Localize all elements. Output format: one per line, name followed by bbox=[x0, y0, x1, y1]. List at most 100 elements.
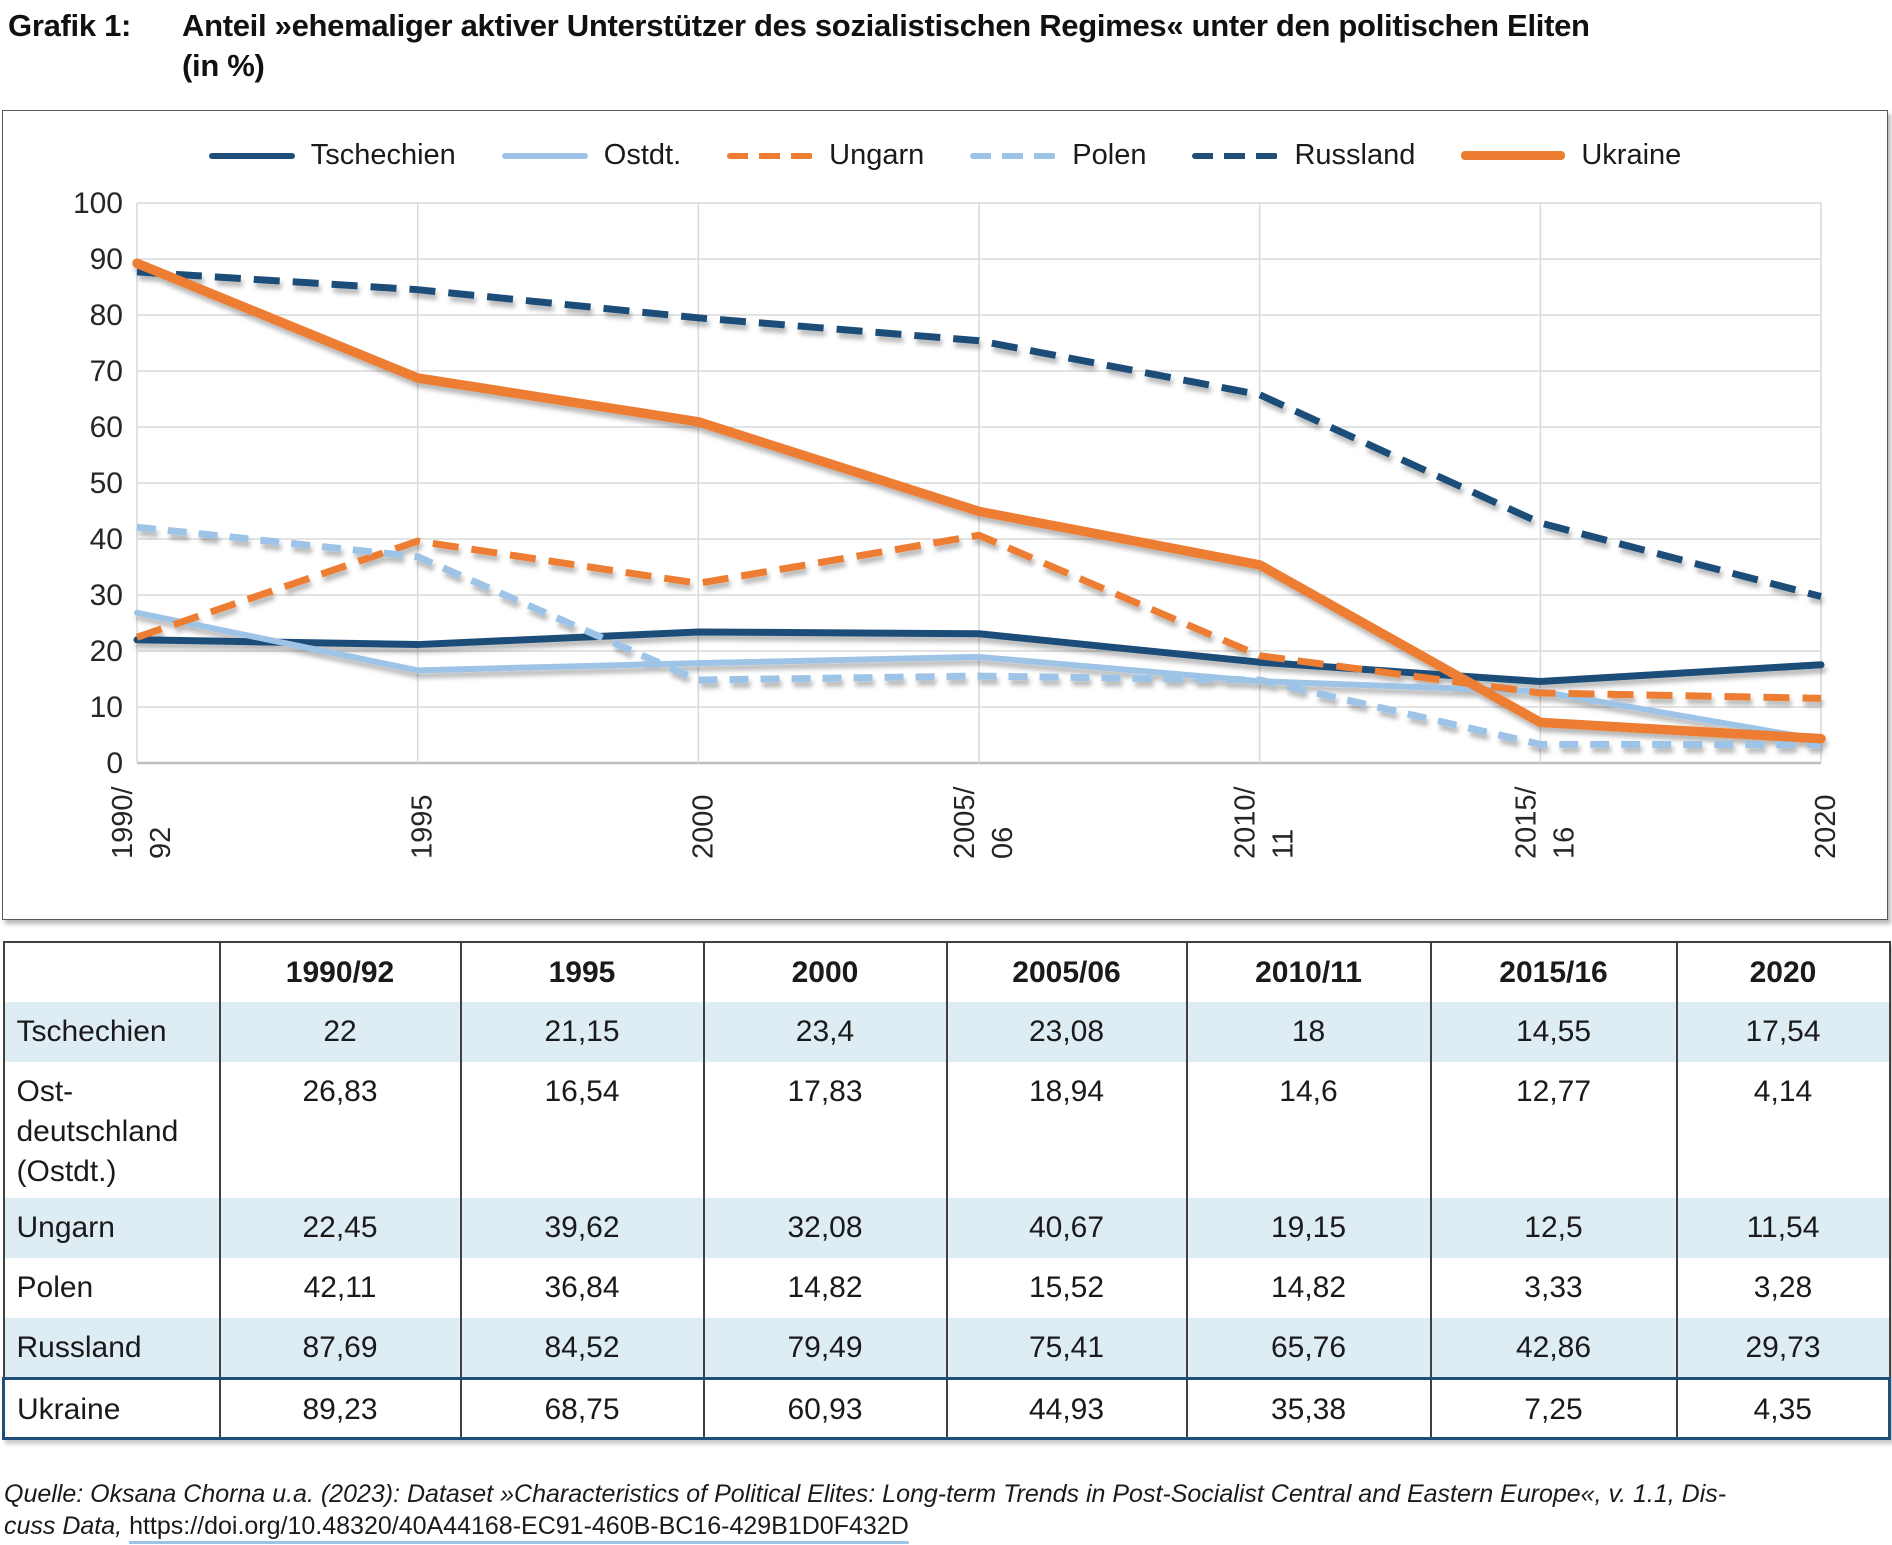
table-cell: 84,52 bbox=[460, 1318, 705, 1378]
title-line-1: Anteil »ehemaliger aktiver Unterstützer … bbox=[182, 8, 1590, 43]
chart-plot-area: 0 10 20 30 40 50 60 70 80 90 100 1990/92 1995 2000 200… bbox=[73, 187, 1842, 859]
table-row-ungarn: Ungarn 22,45 39,62 32,08 40,67 19,15 12,5 11,54 bbox=[3, 1198, 1890, 1258]
y-tick-label-60: 60 bbox=[90, 411, 123, 444]
table-cell: 16,54 bbox=[460, 1062, 705, 1198]
table-cell: 4,35 bbox=[1753, 1392, 1812, 1426]
legend-item-ukraine: Ukraine bbox=[1461, 139, 1681, 172]
table-cell: 12,77 bbox=[1430, 1062, 1678, 1198]
table-cell: 79,49 bbox=[703, 1318, 948, 1378]
table-row-ukraine: Ukraine 89,23 68,75 60,93 44,93 35,38 7,25 4,35 bbox=[3, 1378, 1890, 1438]
table-cell: 42,86 bbox=[1430, 1318, 1678, 1378]
source-note: Quelle: Oksana Chorna u.a. (2023): Datas… bbox=[4, 1478, 1888, 1542]
row-label: Ost-deutschland (Ostdt.) bbox=[3, 1062, 221, 1198]
table-header: 1990/92 1995 2000 2005/06 2010/11 2015/16 2020 bbox=[3, 942, 1890, 1002]
legend-label: Russland bbox=[1294, 139, 1416, 171]
y-tick-label-70: 70 bbox=[90, 355, 123, 388]
table-cell: 39,62 bbox=[460, 1198, 705, 1258]
row-label: Ungarn bbox=[3, 1198, 221, 1258]
legend-item-tschechien: Tschechien bbox=[208, 139, 456, 172]
table-cell: 32,08 bbox=[703, 1198, 948, 1258]
table-cell: 23,4 bbox=[703, 1002, 948, 1062]
y-tick-label-50: 50 bbox=[90, 467, 123, 500]
figure-number: Grafik 1: bbox=[8, 8, 132, 43]
legend-label: Tschechien bbox=[310, 139, 456, 171]
table-cell: 3,28 bbox=[1753, 1271, 1813, 1304]
legend-line-swatch bbox=[208, 152, 295, 159]
table-cell: 14,55 bbox=[1430, 1002, 1678, 1062]
x-tick-label-2005-06: 06 bbox=[987, 827, 1019, 859]
series-line-polen bbox=[136, 523, 1822, 749]
legend-line-swatch bbox=[1461, 151, 1566, 160]
row-label: Tschechien bbox=[3, 1002, 221, 1062]
table-cell: 17,83 bbox=[703, 1062, 948, 1198]
table-cell: 89,23 bbox=[219, 1378, 462, 1438]
table-cell: 23,08 bbox=[946, 1002, 1188, 1062]
table-cell: 14,82 bbox=[703, 1258, 948, 1318]
chart-legend: Tschechien Ostdt. Ungarn Polen Russland Ukrai… bbox=[3, 139, 1887, 172]
table-cell: 11,54 bbox=[1746, 1211, 1820, 1244]
row-label: Polen bbox=[3, 1258, 221, 1318]
x-tick-label-1990-92: 92 bbox=[145, 827, 177, 859]
x-tick-label-2005-06: 2005/ bbox=[949, 785, 981, 859]
x-tick-label-2010-11: 11 bbox=[1268, 829, 1300, 859]
table-cell: 87,69 bbox=[219, 1318, 462, 1378]
source-link[interactable]: https://doi.org/10.48320/40A44168-EC91-4… bbox=[129, 1512, 909, 1540]
table-cell: 12,5 bbox=[1430, 1198, 1678, 1258]
table-cell: 15,52 bbox=[946, 1258, 1188, 1318]
x-tick-label-2020: 2020 bbox=[1810, 794, 1842, 859]
col-header-2000: 2000 bbox=[703, 942, 948, 1002]
col-header-1995: 1995 bbox=[460, 942, 705, 1002]
table-cell: 44,93 bbox=[946, 1378, 1188, 1438]
table-row-polen: Polen 42,11 36,84 14,82 15,52 14,82 3,33 3,28 bbox=[3, 1258, 1890, 1318]
y-tick-label-100: 100 bbox=[73, 187, 123, 220]
table-row-russland: Russland 87,69 84,52 79,49 75,41 65,76 42,86 29… bbox=[3, 1318, 1890, 1378]
table-cell: 18,94 bbox=[946, 1062, 1188, 1198]
table-cell: 18 bbox=[1186, 1002, 1432, 1062]
table-cell: 36,84 bbox=[460, 1258, 705, 1318]
series-line-ungarn bbox=[135, 531, 1822, 702]
legend-item-ungarn: Ungarn bbox=[727, 139, 924, 172]
x-tick-label-2010-11: 2010/ bbox=[1230, 785, 1262, 859]
table-cell: 7,25 bbox=[1430, 1378, 1678, 1438]
table-row-ost: Ost-deutschland (Ostdt.) 26,83 16,54 17,83 18… bbox=[3, 1062, 1890, 1198]
y-tick-label-80: 80 bbox=[90, 299, 123, 332]
legend-line-swatch bbox=[970, 152, 1057, 159]
table-cell: 68,75 bbox=[460, 1378, 705, 1438]
col-header-empty bbox=[3, 942, 221, 1002]
legend-item-russland: Russland bbox=[1192, 139, 1415, 172]
legend-line-swatch bbox=[727, 152, 814, 159]
y-tick-label-40: 40 bbox=[90, 523, 123, 556]
col-header-2005-06: 2005/06 bbox=[946, 942, 1188, 1002]
series-line-tschechien bbox=[133, 628, 1825, 686]
table-cell: 26,83 bbox=[219, 1062, 462, 1198]
source-text-line1: Quelle: Oksana Chorna u.a. (2023): Datas… bbox=[4, 1480, 1727, 1508]
legend-label: Ostdt. bbox=[603, 139, 682, 171]
table-row-tschechien: Tschechien 22 21,15 23,4 23,08 18 14,55 17,54 bbox=[3, 1002, 1890, 1062]
table-cell: 3,33 bbox=[1430, 1258, 1678, 1318]
y-tick-label-10: 10 bbox=[90, 691, 123, 724]
legend-item-ostdt: Ostdt. bbox=[501, 139, 682, 172]
table-cell: 22,45 bbox=[219, 1198, 462, 1258]
line-chart: Tschechien Ostdt. Ungarn Polen Russland Ukrai… bbox=[2, 110, 1888, 920]
x-tick-label-2000: 2000 bbox=[687, 794, 719, 859]
legend-item-polen: Polen bbox=[970, 139, 1146, 172]
row-label: Ukraine bbox=[3, 1378, 221, 1438]
legend-label: Ungarn bbox=[829, 139, 925, 171]
table-cell: 29,73 bbox=[1745, 1331, 1821, 1364]
series-group bbox=[132, 258, 1826, 749]
table-cell: 40,67 bbox=[946, 1198, 1188, 1258]
table-cell: 22 bbox=[219, 1002, 462, 1062]
x-tick-label-2015-16: 2015/ bbox=[1510, 785, 1542, 859]
series-line-ukraine bbox=[132, 258, 1826, 744]
source-text-line2: cuss Data, bbox=[4, 1512, 130, 1540]
figure-title: Grafik 1: Anteil »ehemaliger aktiver Unt… bbox=[8, 6, 1590, 86]
col-header-2020: 2020 bbox=[1749, 956, 1817, 989]
x-tick-label-1995: 1995 bbox=[407, 794, 439, 859]
y-tick-label-30: 30 bbox=[90, 579, 123, 612]
x-tick-label-2015-16: 16 bbox=[1548, 827, 1580, 859]
y-tick-label-20: 20 bbox=[90, 635, 123, 668]
row-label: Russland bbox=[3, 1318, 221, 1378]
x-tick-label-1990-92: 1990/ bbox=[107, 785, 139, 859]
table-cell: 4,14 bbox=[1753, 1075, 1813, 1108]
